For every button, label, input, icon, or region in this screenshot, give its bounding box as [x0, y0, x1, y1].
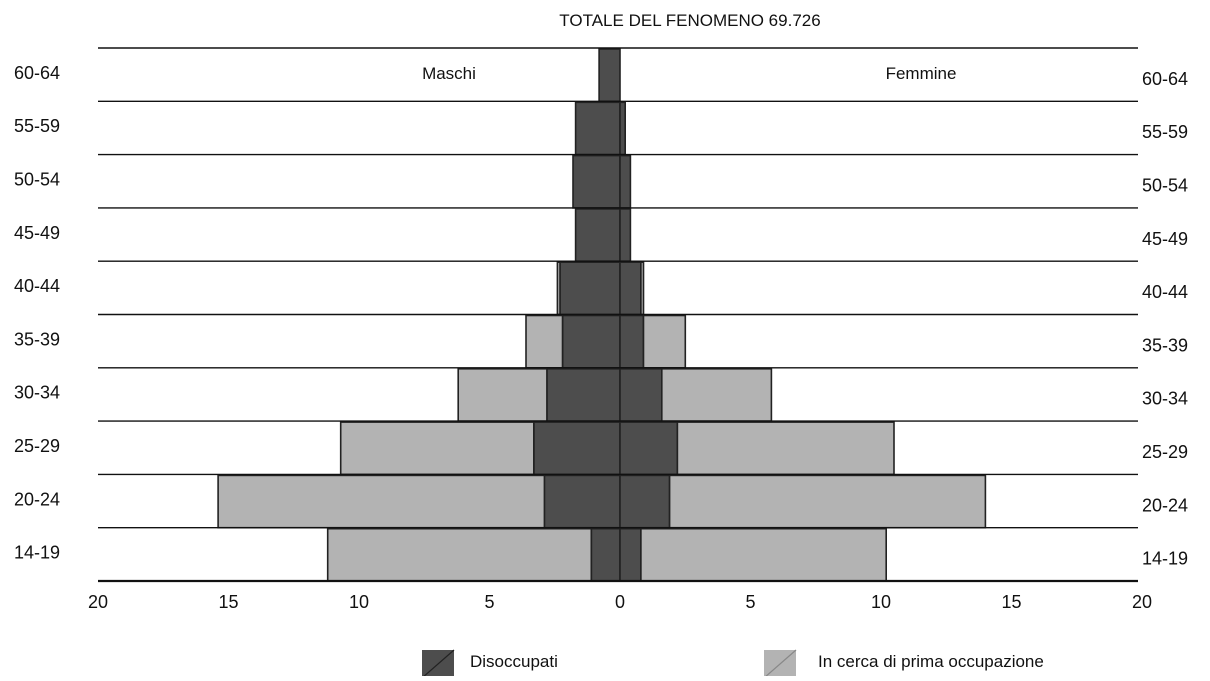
bar-left-disoccupati-45-49: [574, 208, 621, 262]
legend: Disoccupati In cerca di prima occupazione: [421, 649, 1044, 679]
x-tick-0: 20: [88, 592, 108, 612]
bar-left-disoccupati-60-64: [598, 48, 621, 103]
chart-title: TOTALE DEL FENOMENO 69.726: [559, 11, 820, 30]
bar-right-disoccupati-40-44: [619, 261, 642, 316]
age-label-left-50-54: 50-54: [14, 170, 60, 190]
bar-left-disoccupati-55-59: [574, 101, 621, 156]
bar-left-disoccupati-40-44: [559, 261, 621, 316]
bar-left-disoccupati-14-19: [590, 527, 621, 582]
x-tick-7: 15: [1001, 592, 1021, 612]
x-tick-6: 10: [871, 592, 891, 612]
bar-left-prima-occupazione-30-34: [457, 367, 548, 422]
x-tick-2: 10: [349, 592, 369, 612]
age-label-right-30-34: 30-34: [1142, 389, 1188, 409]
bar-right-prima-occupazione-14-19: [640, 527, 888, 582]
x-tick-3: 5: [484, 592, 494, 612]
age-label-left-45-49: 45-49: [14, 223, 60, 243]
bar-left-disoccupati-50-54: [572, 154, 621, 209]
age-label-left-30-34: 30-34: [14, 383, 60, 403]
age-label-right-40-44: 40-44: [1142, 282, 1188, 302]
bar-left-prima-occupazione-25-29: [339, 421, 535, 476]
x-tick-1: 15: [218, 592, 238, 612]
bars-layer: [217, 48, 987, 582]
age-label-right-20-24: 20-24: [1142, 495, 1188, 515]
age-group-labels: 60-64 60-64 55-59 55-59 50-54 50-54 45-49 45-49…: [14, 63, 1188, 569]
age-label-right-35-39: 35-39: [1142, 335, 1188, 355]
bar-right-prima-occupazione-35-39: [642, 314, 687, 369]
bar-right-prima-occupazione-30-34: [660, 367, 773, 422]
bar-right-disoccupati-55-59: [619, 101, 626, 156]
bar-right-disoccupati-35-39: [619, 314, 645, 369]
bar-left-prima-occupazione-35-39: [525, 314, 564, 369]
age-label-right-25-29: 25-29: [1142, 442, 1188, 462]
x-tick-4: 0: [615, 592, 625, 612]
age-label-left-35-39: 35-39: [14, 329, 60, 349]
bar-right-prima-occupazione-25-29: [676, 421, 895, 476]
bar-right-disoccupati-30-34: [619, 367, 663, 422]
bar-right-disoccupati-14-19: [619, 527, 642, 582]
age-label-left-14-19: 14-19: [14, 543, 60, 563]
bar-left-disoccupati-35-39: [561, 314, 621, 369]
bar-right-prima-occupazione-40-44: [640, 261, 645, 316]
bar-right-disoccupati-25-29: [619, 421, 679, 476]
bar-left-prima-occupazione-40-44: [556, 261, 561, 316]
age-label-left-60-64: 60-64: [14, 63, 60, 83]
age-label-left-25-29: 25-29: [14, 436, 60, 456]
age-label-right-60-64: 60-64: [1142, 69, 1188, 89]
legend-swatch-diagonal-1: [763, 649, 797, 679]
bar-right-disoccupati-50-54: [619, 154, 632, 209]
legend-swatch-diagonal-0: [421, 649, 455, 679]
row-separators: [98, 47, 1138, 583]
bar-left-prima-occupazione-20-24: [217, 474, 546, 529]
age-label-left-55-59: 55-59: [14, 116, 60, 136]
bar-left-disoccupati-20-24: [543, 474, 621, 529]
legend-label-0: Disoccupati: [470, 652, 558, 671]
age-label-right-14-19: 14-19: [1142, 549, 1188, 569]
age-label-left-20-24: 20-24: [14, 489, 60, 509]
bar-left-prima-occupazione-14-19: [326, 527, 593, 582]
x-axis-ticks: 20 15 10 5 0 5 10 15 20: [88, 592, 1152, 612]
bar-left-disoccupati-30-34: [546, 367, 621, 422]
age-label-right-55-59: 55-59: [1142, 122, 1188, 142]
age-label-right-45-49: 45-49: [1142, 229, 1188, 249]
bar-left-disoccupati-25-29: [533, 421, 621, 476]
bar-right-disoccupati-20-24: [619, 474, 671, 529]
x-tick-8: 20: [1132, 592, 1152, 612]
bar-right-disoccupati-45-49: [619, 208, 632, 262]
x-tick-5: 5: [745, 592, 755, 612]
legend-label-1: In cerca di prima occupazione: [818, 652, 1044, 671]
male-side-label: Maschi: [422, 64, 476, 83]
age-label-left-40-44: 40-44: [14, 276, 60, 296]
age-label-right-50-54: 50-54: [1142, 176, 1188, 196]
female-side-label: Femmine: [886, 64, 957, 83]
bar-right-prima-occupazione-20-24: [668, 474, 987, 529]
